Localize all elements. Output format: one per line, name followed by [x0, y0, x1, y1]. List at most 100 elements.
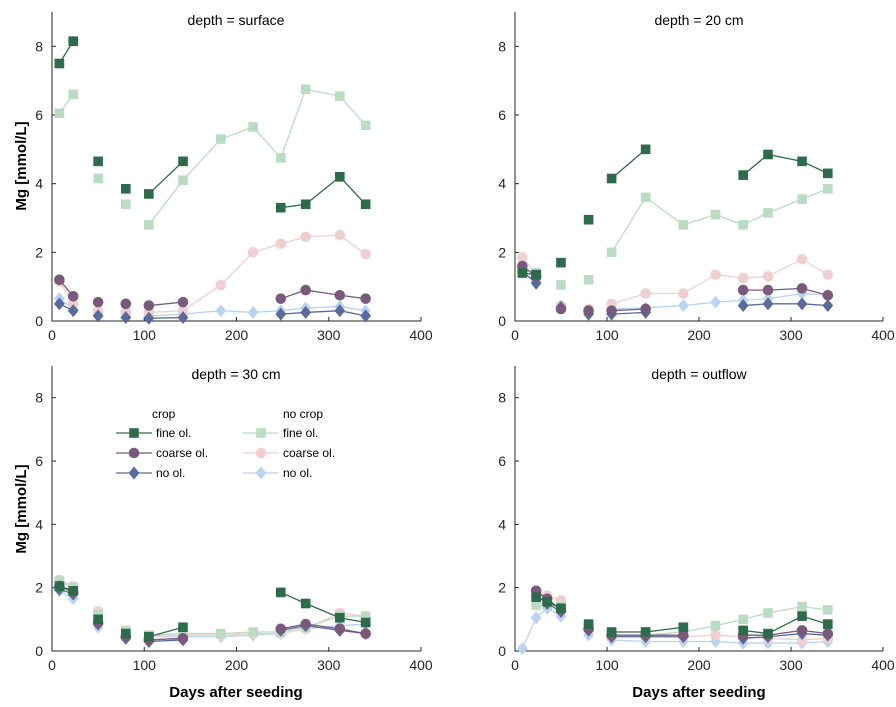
series-line: [611, 188, 829, 253]
y-tick-label: 4: [498, 176, 506, 192]
series-line: [148, 623, 366, 638]
series-line: [611, 639, 828, 644]
y-tick-label: 6: [498, 107, 506, 123]
data-point: [606, 627, 617, 637]
panel-title: depth = outflow: [651, 366, 747, 382]
series-line: [611, 258, 829, 305]
data-point: [517, 268, 528, 278]
data-point: [67, 304, 79, 318]
data-point: [300, 618, 311, 630]
data-point: [737, 284, 749, 296]
data-point: [360, 628, 371, 639]
data-point: [68, 36, 79, 46]
series-line: [743, 303, 828, 307]
data-point: [678, 220, 689, 230]
x-axis-label: Days after seeding: [169, 684, 302, 701]
data-point: [763, 608, 773, 618]
panel-title: depth = surface: [188, 12, 285, 28]
data-point: [796, 253, 808, 265]
data-point: [54, 581, 65, 591]
x-axis-label: Days after seeding: [632, 684, 765, 701]
series-line: [280, 623, 366, 635]
data-point: [275, 293, 287, 304]
data-point: [822, 184, 833, 194]
data-point: [178, 156, 188, 167]
data-point: [762, 284, 774, 296]
data-point: [796, 297, 808, 311]
panel-title: depth = 30 cm: [191, 366, 280, 382]
data-point: [335, 91, 345, 101]
data-point: [143, 300, 155, 311]
series-nocrop-fine: [517, 184, 833, 290]
data-point: [796, 283, 808, 294]
data-point: [275, 587, 286, 598]
series-line: [280, 289, 366, 300]
y-axis-label: Mg [mmol/L]: [13, 464, 30, 553]
legend-label: coarse ol.: [283, 446, 335, 460]
x-tick-label: 200: [687, 327, 711, 343]
data-point: [120, 298, 132, 310]
data-point: [67, 290, 79, 302]
x-tick-label: 400: [409, 657, 433, 673]
y-tick-label: 0: [498, 313, 506, 329]
data-point: [93, 173, 103, 184]
panel-title: depth = 20 cm: [654, 12, 743, 28]
data-point: [640, 288, 651, 299]
data-point: [215, 279, 227, 291]
data-point: [360, 199, 371, 210]
y-tick-label: 8: [498, 38, 506, 54]
data-point: [762, 297, 774, 311]
data-point: [530, 611, 542, 625]
x-tick-label: 0: [511, 657, 519, 673]
y-tick-label: 8: [498, 390, 506, 406]
series-crop-no: [53, 297, 372, 325]
y-tick-label: 2: [498, 244, 506, 260]
legend: crop no crop fine ol. fine ol. coarse ol. c…: [116, 407, 335, 480]
x-tick-label: 300: [779, 327, 803, 343]
data-point: [822, 619, 833, 629]
y-tick-label: 6: [35, 107, 43, 123]
series-line: [743, 615, 828, 635]
legend-label: fine ol.: [283, 426, 318, 440]
legend-marker: [128, 466, 140, 480]
series-line: [148, 626, 184, 638]
series-line: [611, 308, 646, 312]
axes-lines: [51, 366, 421, 652]
y-tick-label: 0: [35, 313, 43, 329]
data-point: [92, 309, 104, 323]
series-crop-fine: [531, 592, 833, 639]
data-point: [640, 192, 651, 203]
y-tick-label: 8: [35, 390, 43, 406]
legend-marker: [255, 466, 267, 480]
legend-marker: [256, 428, 266, 438]
data-point: [556, 603, 566, 614]
legend-label: coarse ol.: [156, 446, 208, 460]
data-point: [542, 597, 553, 607]
series-nocrop-coarse: [54, 574, 371, 643]
x-tick-label: 100: [133, 657, 157, 673]
data-point: [335, 172, 345, 182]
data-point: [822, 605, 833, 615]
data-point: [822, 628, 834, 639]
series-line: [611, 148, 647, 180]
data-point: [53, 297, 65, 311]
data-point: [93, 156, 103, 167]
y-tick-label: 4: [498, 516, 506, 532]
data-point: [737, 272, 749, 284]
data-point: [247, 247, 259, 258]
y-tick-label: 6: [498, 453, 506, 469]
data-point: [178, 175, 188, 186]
data-point: [606, 247, 617, 258]
series-line: [148, 301, 184, 307]
data-point: [143, 311, 155, 325]
series-line: [743, 632, 828, 639]
legend-marker: [255, 447, 267, 459]
data-point: [177, 296, 189, 308]
legend-label: fine ol.: [156, 426, 191, 440]
x-tick-label: 400: [871, 657, 895, 673]
series-line: [148, 234, 367, 314]
data-point: [360, 120, 371, 131]
data-point: [177, 633, 189, 644]
data-point: [360, 617, 371, 628]
data-point: [54, 58, 65, 69]
